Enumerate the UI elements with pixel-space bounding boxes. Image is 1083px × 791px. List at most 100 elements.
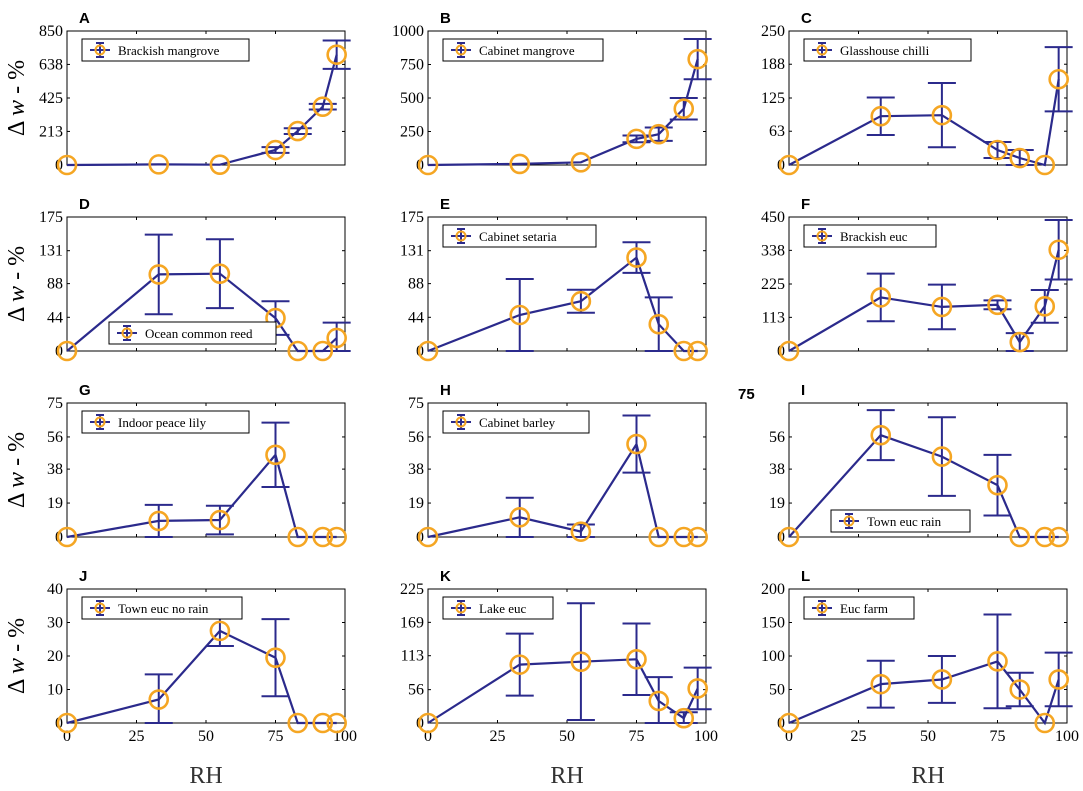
panel-label-e: E: [440, 196, 450, 213]
legend-text: Town euc rain: [867, 514, 942, 529]
stray-tick-label: 75: [738, 386, 755, 403]
legend-e: Cabinet setaria: [442, 224, 597, 248]
legend-box: [803, 596, 915, 620]
data-point: [287, 712, 309, 734]
y-tick-label: 175: [39, 209, 63, 226]
legend-text: Brackish mangrove: [118, 43, 220, 58]
y-axis-label-symbol: Δ: [4, 116, 30, 136]
legend-marker: [94, 44, 106, 56]
legend-box: [803, 38, 972, 62]
data-point: [648, 690, 670, 712]
data-point: [56, 526, 78, 548]
x-tick-label: 75: [990, 728, 1006, 745]
data-point: [778, 340, 800, 362]
data-point: [931, 669, 953, 690]
y-tick-label: 40: [47, 581, 63, 598]
legend-b: Cabinet mangrove: [442, 38, 604, 62]
legend-l: Euc farm: [803, 596, 915, 620]
y-tick-label: 19: [47, 495, 63, 512]
x-tick-label: 0: [63, 728, 71, 745]
y-axis-label-variable: w: [4, 658, 30, 674]
y-tick-label: 225: [400, 581, 424, 598]
data-point: [987, 139, 1008, 161]
legend-a: Brackish mangrove: [81, 38, 250, 62]
panel-label-b: B: [440, 10, 451, 27]
panel-label-a: A: [79, 10, 90, 27]
y-axis-label-unit: - %: [4, 618, 30, 658]
data-point: [626, 433, 647, 455]
data-point: [312, 340, 334, 362]
series-line-c: [788, 79, 1060, 167]
y-tick-label: 38: [769, 461, 785, 478]
x-tick-label: 100: [1055, 728, 1079, 745]
error-bar: [927, 283, 956, 331]
x-tick-label: 75: [629, 728, 645, 745]
data-point: [209, 620, 231, 642]
series-line-l: [788, 660, 1060, 726]
panel-label-j: J: [79, 568, 87, 585]
data-point: [509, 654, 531, 675]
data-point: [687, 48, 708, 70]
data-point: [312, 96, 334, 117]
error-bar: [669, 711, 698, 724]
error-bar: [1030, 288, 1059, 324]
data-point: [509, 507, 531, 528]
y-tick-label: 75: [408, 395, 424, 412]
legend-j: Town euc no rain: [81, 596, 243, 620]
panel-label-l: L: [801, 568, 810, 585]
legend-box: [108, 321, 277, 345]
series-line-j: [66, 629, 337, 725]
data-point: [648, 313, 670, 335]
panel-label-g: G: [79, 382, 91, 399]
y-tick-label: 88: [408, 276, 424, 293]
data-point: [148, 154, 170, 175]
data-point: [1034, 712, 1056, 734]
legend-f: Brackish euc: [803, 224, 937, 248]
data-point: [148, 510, 170, 532]
x-tick-label: 50: [559, 728, 575, 745]
y-axis-label-symbol: Δ: [4, 488, 30, 508]
x-tick-label: 25: [851, 728, 867, 745]
legend-marker: [455, 230, 467, 242]
legend-box: [442, 596, 554, 620]
legend-text: Indoor peace lily: [118, 415, 207, 430]
y-tick-label: 56: [769, 429, 785, 446]
panel-label-f: F: [801, 196, 810, 213]
legend-box: [442, 38, 604, 62]
panel-label-h: H: [440, 382, 451, 399]
error-bar: [866, 409, 895, 462]
error-bar: [927, 655, 956, 704]
y-tick-label: 75: [47, 395, 63, 412]
x-tick-label: 0: [785, 728, 793, 745]
error-bar: [261, 618, 290, 698]
legend-box: [803, 224, 937, 248]
y-tick-label: 50: [769, 682, 785, 699]
x-axis-label: RH: [550, 763, 583, 789]
y-tick-label: 1000: [392, 23, 424, 40]
data-point: [417, 526, 439, 548]
x-tick-label: 75: [268, 728, 284, 745]
legend-box: [442, 410, 590, 434]
legend-marker: [816, 44, 828, 56]
y-tick-label: 63: [769, 123, 785, 140]
error-bar: [927, 81, 956, 149]
legend-k: Lake euc: [442, 596, 554, 620]
panel-label-k: K: [440, 568, 451, 585]
y-tick-label: 131: [400, 243, 424, 260]
data-point: [626, 247, 647, 268]
data-point: [570, 290, 592, 312]
error-bar: [983, 299, 1012, 311]
data-point: [509, 304, 531, 326]
data-point: [778, 526, 800, 548]
y-tick-label: 213: [39, 123, 63, 140]
y-tick-label: 169: [400, 614, 424, 631]
error-bar: [927, 416, 956, 497]
data-point: [148, 264, 170, 285]
data-point: [931, 296, 953, 318]
data-point: [417, 712, 439, 734]
data-point: [287, 120, 309, 142]
